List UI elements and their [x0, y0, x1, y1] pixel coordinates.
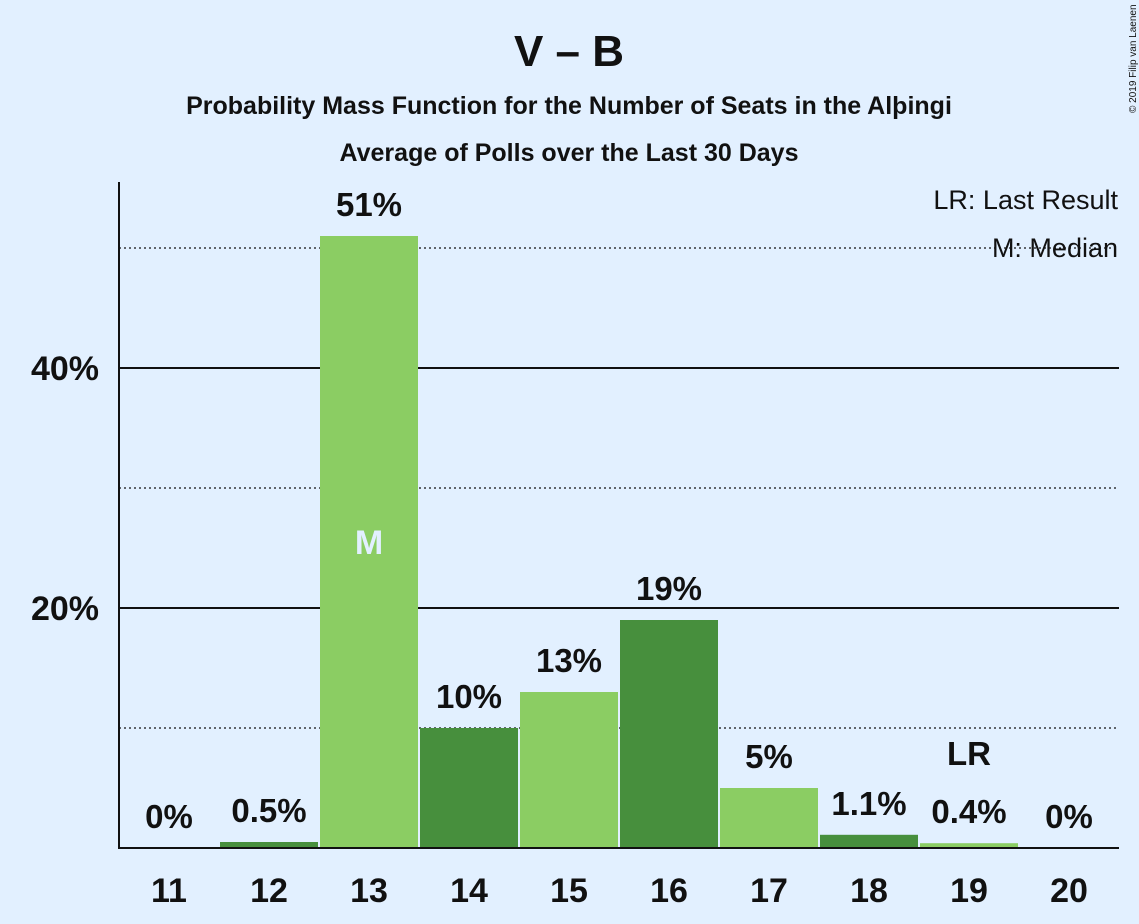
y-tick-label: 40% — [31, 350, 99, 388]
value-label-11: 0% — [145, 798, 193, 835]
x-tick-label: 11 — [151, 872, 187, 910]
median-marker: M — [355, 524, 383, 562]
bar-15 — [520, 692, 618, 848]
value-label-15: 13% — [536, 642, 602, 679]
y-tick-label: 20% — [31, 590, 99, 628]
x-tick-label: 19 — [950, 872, 988, 910]
legend-median: M: Median — [992, 233, 1118, 263]
x-tick-label: 12 — [250, 872, 288, 910]
legend-last-result: LR: Last Result — [933, 185, 1118, 215]
bar-17 — [720, 788, 818, 848]
x-tick-label: 17 — [750, 872, 788, 910]
x-tick-label: 20 — [1050, 872, 1088, 910]
value-label-17: 5% — [745, 738, 793, 775]
x-tick-label: 16 — [650, 872, 688, 910]
value-label-13: 51% — [336, 186, 402, 223]
value-label-16: 19% — [636, 570, 702, 607]
bar-14 — [420, 728, 518, 848]
gridlines — [119, 247, 1119, 729]
x-tick-label: 13 — [350, 872, 388, 910]
value-label-19: 0.4% — [931, 793, 1006, 830]
x-axis-ticks: 11 12 13 14 15 16 17 18 19 20 — [151, 872, 1088, 910]
chart-subtitle: Probability Mass Function for the Number… — [186, 92, 952, 120]
x-tick-label: 14 — [450, 872, 488, 910]
value-label-14: 10% — [436, 678, 502, 715]
bars — [220, 236, 1018, 848]
x-tick-label: 15 — [550, 872, 588, 910]
last-result-marker: LR — [947, 735, 991, 772]
value-label-18: 1.1% — [831, 785, 906, 822]
bar-13 — [320, 236, 418, 848]
bar-19 — [920, 843, 1018, 848]
bar-18 — [820, 834, 918, 848]
copyright-notice: © 2019 Filip van Laenen — [1128, 4, 1139, 113]
value-labels: 0% 0.5% 51% M 10% 13% 19% 5% 1.1% 0.4% LR 0% — [145, 186, 1093, 835]
y-axis-ticks: 20% 40% — [31, 350, 99, 628]
chart-title: V – B — [514, 27, 624, 76]
chart-subtitle-period: Average of Polls over the Last 30 Days — [340, 139, 799, 167]
bar-12 — [220, 842, 318, 848]
x-tick-label: 18 — [850, 872, 888, 910]
bar-16 — [620, 620, 718, 848]
value-label-12: 0.5% — [231, 792, 306, 829]
value-label-20: 0% — [1045, 798, 1093, 835]
